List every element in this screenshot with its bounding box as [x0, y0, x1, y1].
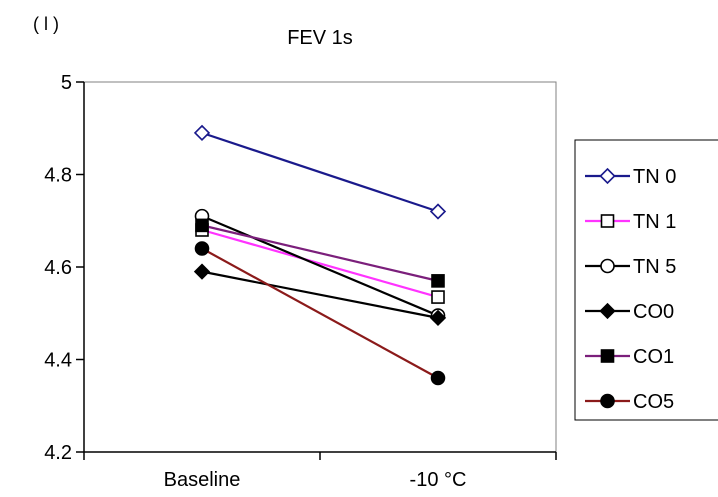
legend-label: CO5 [633, 391, 674, 413]
x-axis: Baseline -10 °C [83, 451, 557, 491]
series-co-5 [194, 241, 446, 386]
legend-label: TN 0 [633, 166, 676, 188]
data-point [431, 290, 445, 304]
y-tick-label: 4.8 [44, 165, 72, 187]
series-tn-0 [193, 124, 447, 220]
data-point [431, 274, 445, 288]
legend-marker [599, 167, 616, 185]
series-co-1 [195, 218, 445, 288]
y-tick-label: 5 [61, 72, 72, 94]
series-line [201, 247, 439, 379]
data-point [195, 218, 209, 233]
legend-marker [600, 258, 615, 274]
series-line [201, 215, 439, 317]
legend-entry: TN 0 [585, 166, 676, 188]
series-layer [193, 124, 447, 386]
series-line [201, 131, 439, 213]
series-line [201, 270, 439, 319]
legend-label: TN 1 [633, 211, 676, 233]
data-point [194, 241, 210, 256]
legend-box [574, 139, 718, 421]
data-point [430, 370, 446, 386]
y-axis-unit-label: ( l ) [33, 14, 59, 34]
legend-label: TN 5 [633, 256, 676, 278]
legend-marker [600, 214, 615, 228]
series-line [201, 224, 439, 282]
legend-marker [600, 349, 615, 363]
x-tick-label: Baseline [164, 469, 241, 491]
legend-entry: CO5 [585, 391, 674, 413]
y-axis: 4.2 4.4 4.6 4.8 5 [44, 72, 85, 464]
legend-entry: CO1 [585, 346, 674, 368]
y-tick-label: 4.6 [44, 257, 72, 279]
y-tick-label: 4.2 [44, 442, 72, 464]
legend-marker [599, 302, 616, 320]
series-co-0 [193, 263, 447, 327]
x-tick-label: -10 °C [410, 469, 467, 491]
data-point [429, 203, 447, 220]
chart-title: FEV 1s [287, 27, 353, 49]
legend-entry: TN 1 [585, 211, 676, 233]
legend: TN 0 TN 1 TN 5 CO0 CO1 CO5 [585, 166, 676, 413]
data-point [193, 263, 211, 280]
legend-marker [600, 393, 615, 409]
data-point [193, 124, 211, 142]
legend-label: CO0 [633, 301, 674, 323]
legend-entry: CO0 [585, 301, 674, 323]
data-point [429, 309, 447, 327]
legend-label: CO1 [633, 346, 674, 368]
y-tick-label: 4.4 [44, 350, 72, 372]
legend-entry: TN 5 [585, 256, 676, 278]
series-line [201, 228, 439, 299]
